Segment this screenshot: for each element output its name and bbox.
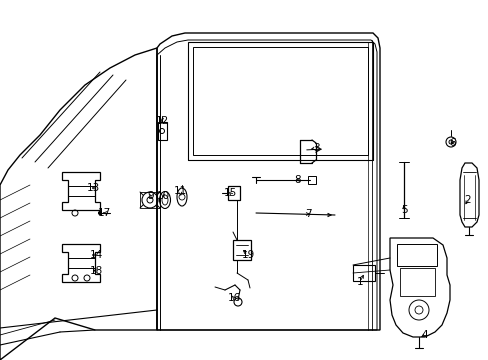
- Text: 5: 5: [400, 205, 407, 215]
- Text: 8: 8: [294, 175, 301, 185]
- Bar: [396, 244, 436, 266]
- Bar: [158, 122, 167, 140]
- Bar: [193, 47, 367, 155]
- Bar: [140, 192, 160, 208]
- Text: 17: 17: [97, 208, 110, 218]
- Text: 6: 6: [449, 138, 455, 148]
- Bar: [307, 176, 315, 184]
- Text: 13: 13: [86, 183, 100, 193]
- Text: 9: 9: [147, 191, 154, 201]
- Text: 11: 11: [173, 186, 186, 196]
- Text: 18: 18: [89, 266, 102, 276]
- Circle shape: [98, 212, 102, 215]
- Text: 14: 14: [89, 250, 102, 260]
- Text: 19: 19: [241, 250, 254, 260]
- Text: 4: 4: [421, 330, 427, 340]
- Bar: [227, 186, 240, 200]
- Text: 1: 1: [356, 277, 363, 287]
- Bar: [399, 268, 434, 296]
- Bar: [187, 42, 372, 160]
- Text: 3: 3: [312, 143, 319, 153]
- Bar: [352, 265, 374, 281]
- Text: 7: 7: [304, 209, 311, 219]
- Bar: [232, 240, 250, 260]
- Text: 16: 16: [227, 293, 240, 303]
- Text: 2: 2: [464, 195, 470, 205]
- Text: 15: 15: [223, 188, 236, 198]
- Text: 10: 10: [156, 191, 169, 201]
- Text: 12: 12: [155, 116, 168, 126]
